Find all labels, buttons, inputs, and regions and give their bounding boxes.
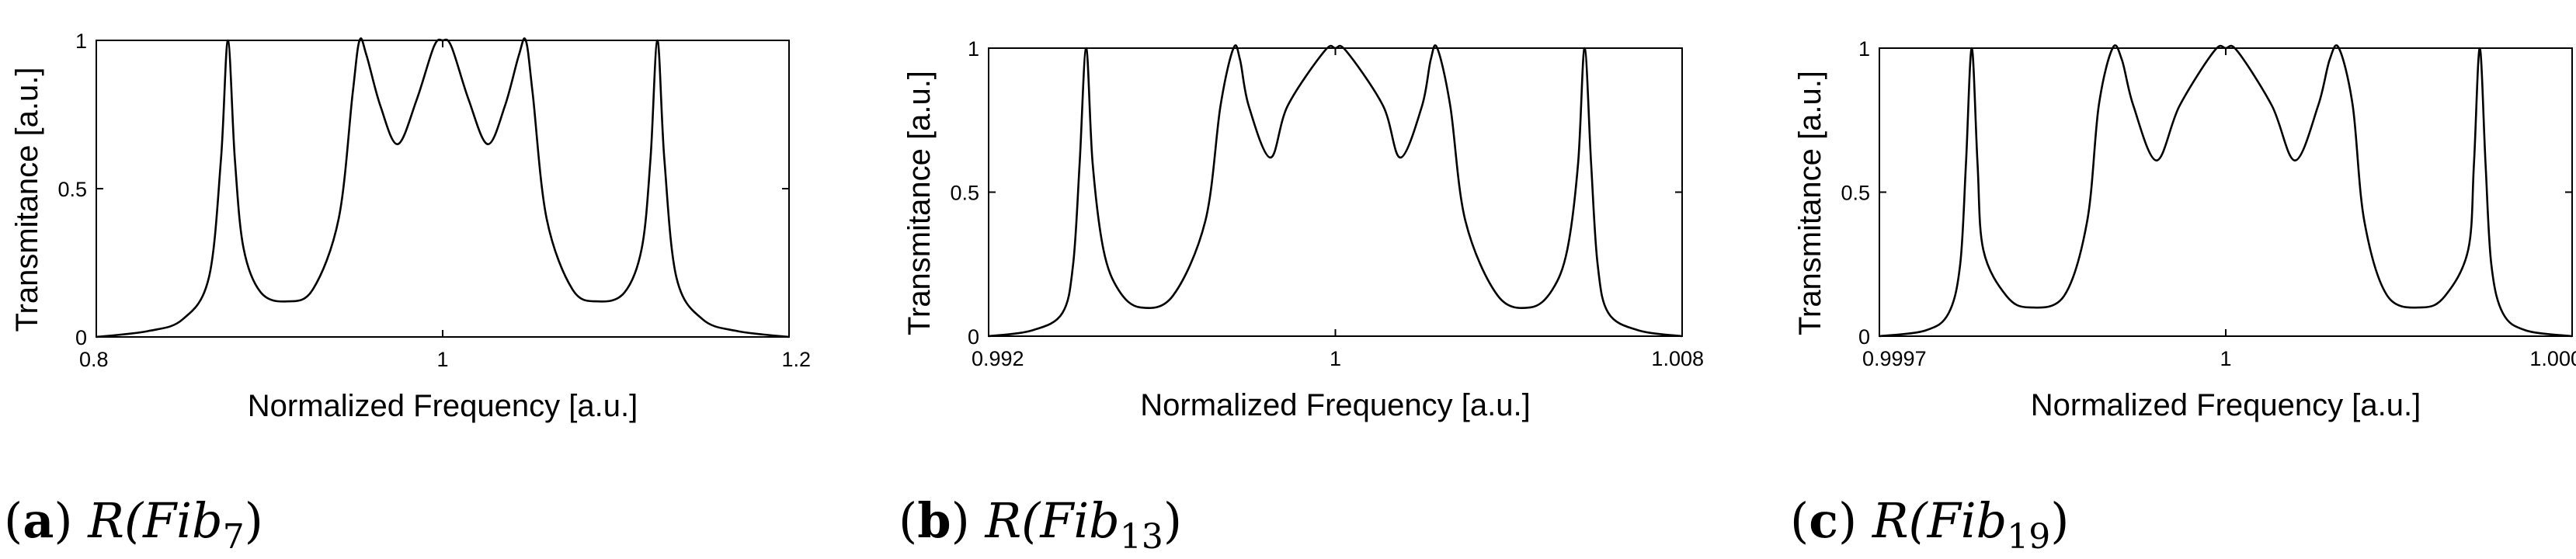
x-tick-label: 0.9997 [1862, 347, 1927, 370]
plot-frame [988, 47, 1683, 337]
x-axis-label: Normalized Frequency [a.u.] [1140, 388, 1530, 422]
plot-frame [96, 40, 790, 338]
x-tick-label: 0.8 [79, 348, 109, 371]
panel-caption: (c) R(Fib19) [1790, 492, 2069, 557]
x-tick-label: 1 [436, 348, 448, 371]
panel-b: 0.992 1 1.008 0 0.5 1 Normalized Frequency [a.… [899, 37, 1704, 557]
y-tick-label: 0.5 [950, 182, 979, 205]
transmittance-curve [96, 37, 790, 339]
x-tick-label: 1.008 [1651, 347, 1704, 370]
panel-caption: (a) R(Fib7) [4, 492, 263, 557]
x-tick-label: 0.992 [972, 347, 1024, 370]
x-tick-label: 1.0003 [2529, 347, 2576, 370]
y-tick-label: 0.5 [1841, 182, 1870, 205]
y-tick-label: 0 [968, 325, 979, 349]
y-tick-label: 1 [968, 37, 979, 61]
y-tick-label: 1 [75, 30, 87, 53]
x-tick-label: 1 [1330, 347, 1341, 370]
y-axis-label: Transmitance [a.u.] [1793, 71, 1827, 335]
y-tick-label: 1 [1858, 37, 1870, 61]
transmittance-curve [1879, 44, 2573, 338]
y-axis-label: Transmitance [a.u.] [902, 71, 937, 335]
panel-a: 0.8 1 1.2 0 0.5 1 Normalized Frequency [a.u.] T… [4, 30, 811, 557]
x-tick-label: 1.2 [781, 348, 811, 371]
x-axis-label: Normalized Frequency [a.u.] [248, 389, 638, 423]
y-axis-label: Transmitance [a.u.] [10, 68, 44, 332]
panel-c: 0.9997 1 1.0003 0 0.5 1 Normalized Frequency [… [1790, 37, 2576, 557]
plot-frame [1879, 47, 2573, 337]
panel-caption: (b) R(Fib13) [899, 492, 1182, 557]
x-axis-label: Normalized Frequency [a.u.] [2031, 388, 2421, 422]
transmittance-curve [988, 44, 1683, 338]
y-tick-label: 0 [75, 326, 87, 349]
y-tick-label: 0 [1858, 325, 1870, 349]
x-tick-label: 1 [2220, 347, 2231, 370]
y-tick-label: 0.5 [57, 178, 87, 201]
